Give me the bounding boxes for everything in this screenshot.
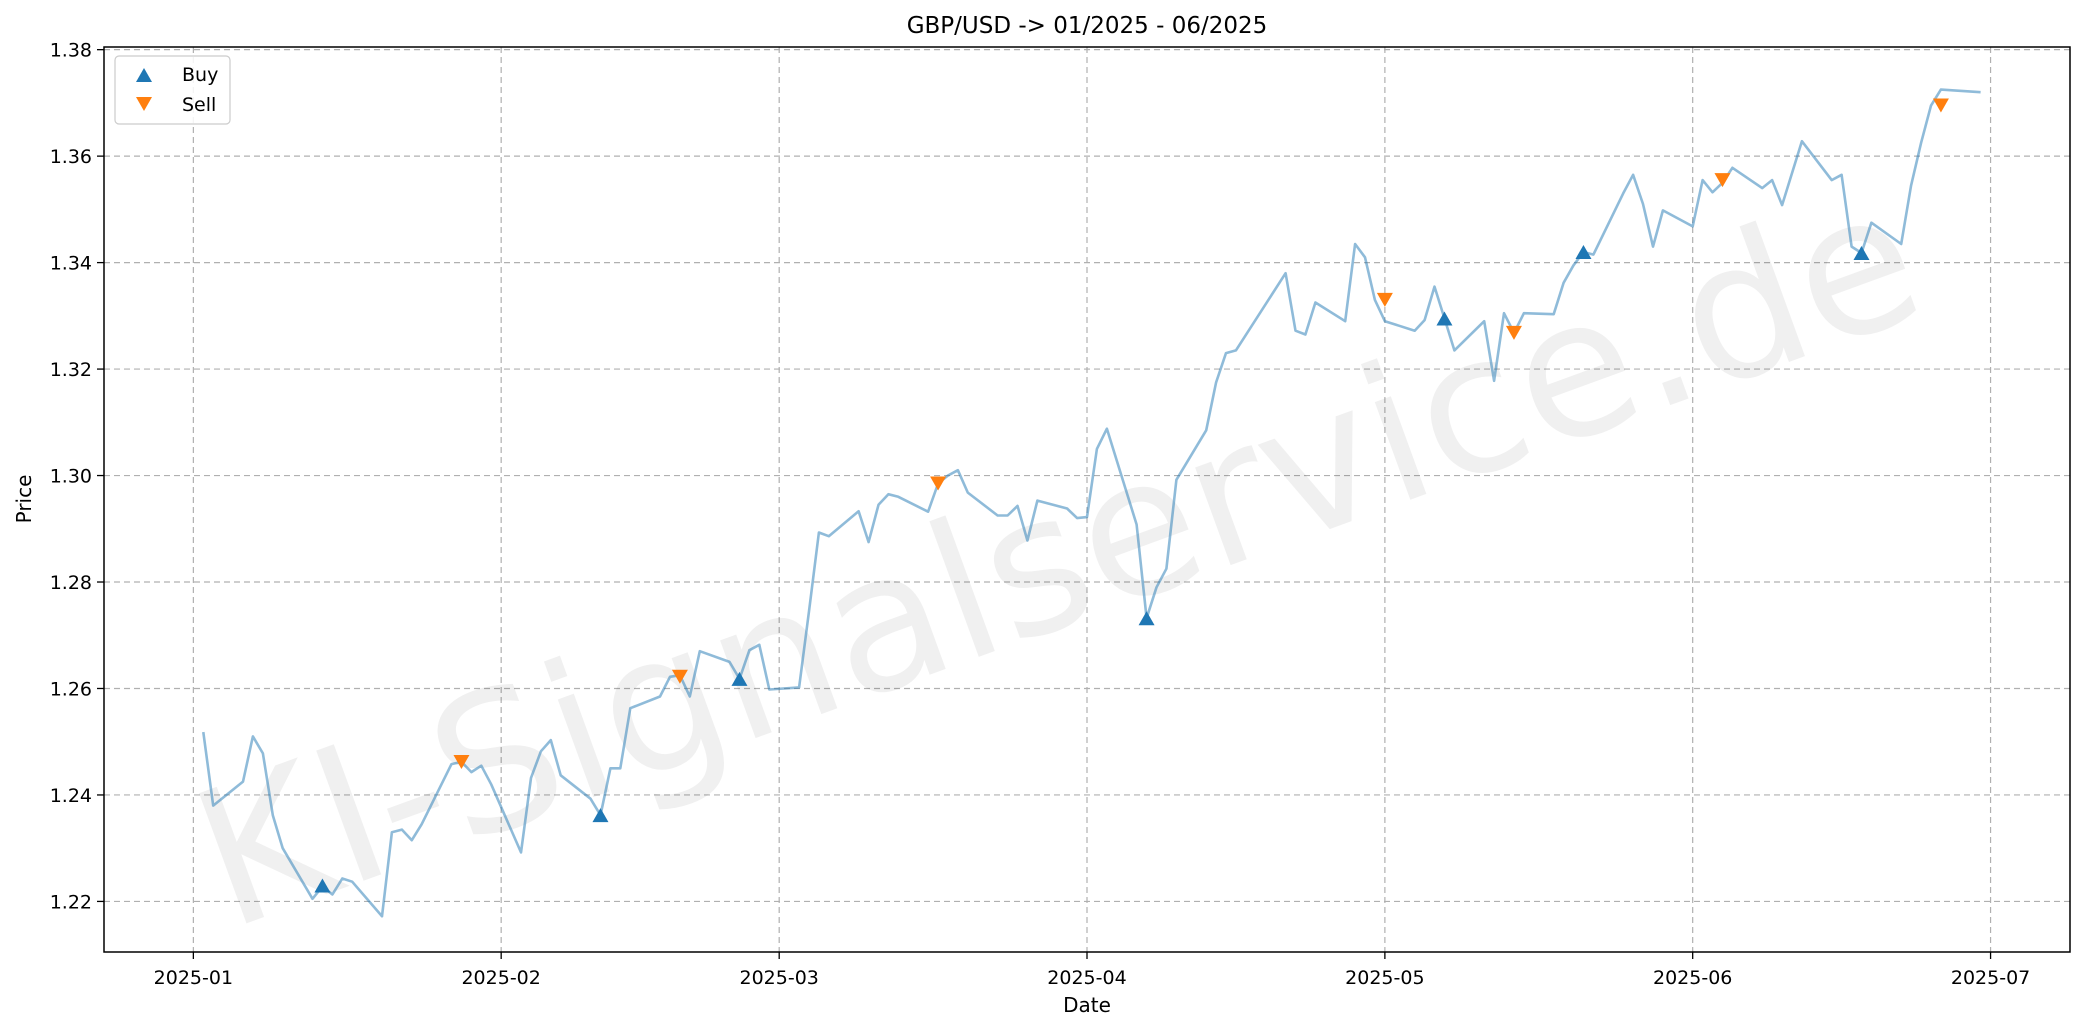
x-tick-label: 2025-05 xyxy=(1345,967,1424,989)
buy-signal-marker xyxy=(1138,611,1155,626)
sell-signal-marker xyxy=(1714,173,1731,188)
legend-buy-marker xyxy=(136,68,152,82)
sell-signal-marker xyxy=(1376,292,1393,307)
buy-signal-marker xyxy=(592,808,609,823)
series-layer xyxy=(202,88,1981,918)
chart-title: GBP/USD -> 01/2025 - 06/2025 xyxy=(907,13,1268,39)
y-tick-label: 1.26 xyxy=(50,678,92,700)
buy-signal-marker xyxy=(314,878,331,893)
y-tick-label: 1.28 xyxy=(50,572,92,594)
sell-signal-marker xyxy=(671,669,688,684)
y-axis-ticks: 1.22 1.24 1.26 1.28 1.30 1.32 1.34 1.36 1.38 xyxy=(50,40,104,913)
x-tick-label: 2025-07 xyxy=(1951,967,2030,989)
x-axis-ticks: 2025-01 2025-02 2025-03 2025-04 2025-05 2025-… xyxy=(154,952,2030,989)
y-tick-label: 1.30 xyxy=(50,466,92,488)
x-tick-label: 2025-04 xyxy=(1047,967,1126,989)
x-tick-label: 2025-03 xyxy=(739,967,818,989)
y-tick-label: 1.38 xyxy=(50,40,92,62)
y-axis-label: Price xyxy=(12,475,36,524)
x-axis-label: Date xyxy=(1063,993,1111,1017)
y-tick-label: 1.36 xyxy=(50,146,92,168)
y-tick-label: 1.24 xyxy=(50,785,92,807)
sell-signal-marker xyxy=(453,754,470,769)
legend-sell-label: Sell xyxy=(182,94,216,116)
buy-signal-marker xyxy=(1436,311,1453,326)
x-tick-label: 2025-01 xyxy=(154,967,233,989)
x-tick-label: 2025-06 xyxy=(1653,967,1732,989)
y-tick-label: 1.34 xyxy=(50,253,92,275)
grid-layer xyxy=(104,47,2070,952)
price-series-line xyxy=(202,88,1981,918)
buy-signal-marker xyxy=(1575,244,1592,259)
buy-signal-marker xyxy=(731,671,748,686)
y-tick-label: 1.22 xyxy=(50,891,92,913)
sell-signal-marker xyxy=(1505,325,1522,340)
legend-sell-marker xyxy=(136,97,152,111)
sell-signal-marker xyxy=(1932,98,1949,113)
buy-signal-marker xyxy=(1853,246,1870,261)
x-tick-label: 2025-02 xyxy=(461,967,540,989)
sell-signal-marker xyxy=(930,476,947,491)
legend: Buy Sell xyxy=(114,55,231,125)
y-tick-label: 1.32 xyxy=(50,359,92,381)
legend-buy-label: Buy xyxy=(182,64,218,86)
signal-markers xyxy=(314,98,1949,893)
